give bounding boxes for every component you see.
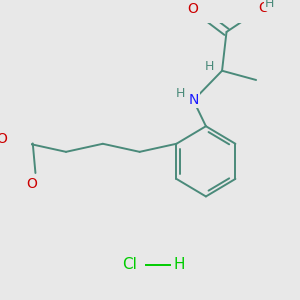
Text: H: H [176,87,185,101]
Text: Cl: Cl [122,257,137,272]
Text: H: H [205,60,214,73]
Text: O: O [187,2,198,16]
Text: H: H [173,257,185,272]
Text: O: O [26,176,37,190]
Text: O: O [0,132,7,146]
Text: H: H [265,0,274,10]
Text: O: O [258,1,269,15]
Text: N: N [188,93,199,107]
